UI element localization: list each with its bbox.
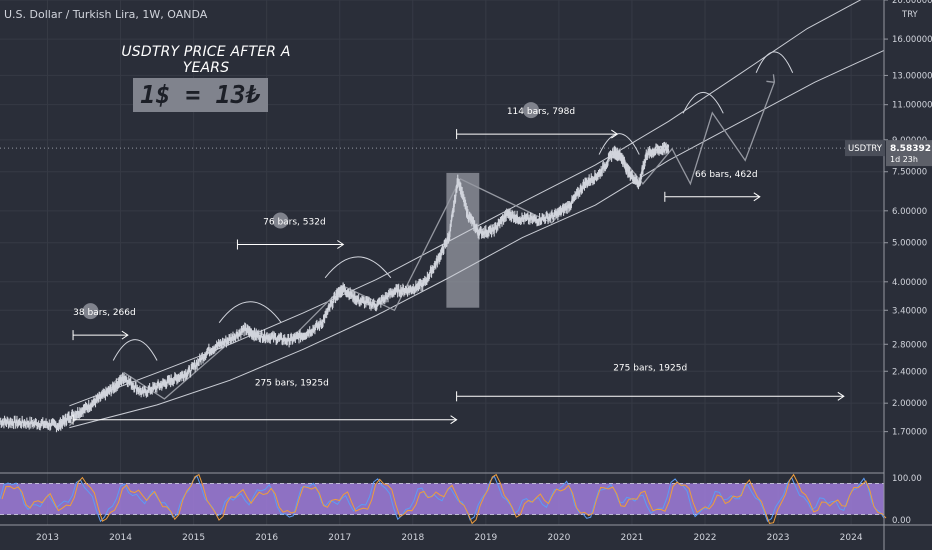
x-tick-label: 2019 <box>474 533 497 543</box>
arc-drawings <box>112 51 794 361</box>
headline-title: USDTRY PRICE AFTER A YEARS <box>121 44 291 76</box>
range-arrowhead <box>611 129 619 139</box>
price-line <box>0 144 669 429</box>
x-tick-label: 2024 <box>840 533 863 543</box>
y-tick-label: 7.50000 <box>892 168 927 178</box>
range-label: 38 bars, 266d <box>73 308 136 318</box>
y-tick-label: 6.00000 <box>892 207 927 217</box>
y-tick-label: 4.00000 <box>892 278 927 288</box>
channel-lower-line <box>69 49 885 429</box>
range-annotations: 38 bars, 266d 76 bars, 532d 114 bars, 798d… <box>72 102 845 425</box>
grid-lines <box>0 0 884 525</box>
range-arrowhead <box>753 192 761 202</box>
channel-upper-line <box>69 0 862 407</box>
y-tick-label: 2.40000 <box>892 367 927 377</box>
range-label: 275 bars, 1925d <box>613 363 687 373</box>
x-tick-label: 2014 <box>109 533 132 543</box>
price-candles <box>0 141 884 433</box>
peak-arc <box>755 51 794 73</box>
big-text: 1$ = 13₺ <box>140 80 261 109</box>
range-arrowhead <box>337 240 345 249</box>
x-tick-label: 2016 <box>255 533 278 543</box>
range-arrowhead <box>837 391 845 401</box>
rsi-pane <box>0 472 887 525</box>
rsi-line-d <box>1 473 887 525</box>
range-label: 275 bars, 1925d <box>255 379 329 389</box>
peak-arc <box>218 301 282 323</box>
symbol-badge-label: USDTRY <box>848 144 883 154</box>
y-tick-label: 16.00000 <box>892 35 932 45</box>
range-label: 114 bars, 798d <box>507 107 575 117</box>
x-tick-label: 2022 <box>694 533 717 543</box>
y-tick-label: 13.00000 <box>892 71 932 81</box>
x-tick-label: 2021 <box>620 533 643 543</box>
range-label-bubble <box>82 303 99 320</box>
rsi-tick-label: 0.00 <box>892 516 911 526</box>
zigzag-projection <box>68 82 776 427</box>
range-arrowhead <box>450 415 458 425</box>
range-label-bubble <box>522 102 539 119</box>
y-tick-label: 1.70000 <box>892 428 927 438</box>
big-text-box <box>133 78 268 112</box>
x-tick-label: 2017 <box>328 533 351 543</box>
x-tick-label: 2020 <box>547 533 570 543</box>
range-arrowhead <box>121 330 129 340</box>
peak-arc <box>324 256 392 279</box>
y-tick-label: 11.00000 <box>892 101 932 111</box>
symbol-header[interactable]: U.S. Dollar / Turkish Lira, 1W, OANDA <box>4 8 208 21</box>
x-tick-label: 2015 <box>182 533 205 543</box>
x-tick-label: 2018 <box>401 533 424 543</box>
range-label: 66 bars, 462d <box>695 170 758 180</box>
y-tick-label: 2.80000 <box>892 340 927 350</box>
peak-arc <box>682 92 724 114</box>
symbol-badge <box>845 140 885 157</box>
price-badge-countdown: 1d 23h <box>890 155 918 164</box>
x-tick-label: 2023 <box>767 533 790 543</box>
y-tick-label: 3.40000 <box>892 306 927 316</box>
price-badge-value: 8.58392 <box>890 144 931 154</box>
price-badge <box>886 140 932 167</box>
x-tick-label: 2013 <box>36 533 59 543</box>
range-label-bubble <box>272 212 289 229</box>
rsi-band <box>0 483 884 515</box>
rsi-tick-label: 100.00 <box>892 474 922 484</box>
y-axis-unit: TRY <box>901 10 919 20</box>
price-channel <box>68 0 885 429</box>
y-tick-label: 20.00000 <box>892 0 932 6</box>
range-label: 76 bars, 532d <box>263 217 326 227</box>
peak-arc <box>598 133 640 155</box>
y-tick-label: 5.00000 <box>892 239 927 249</box>
projection-arrowhead <box>766 74 776 83</box>
peak-arc <box>112 339 158 361</box>
y-tick-label: 2.00000 <box>892 399 927 409</box>
